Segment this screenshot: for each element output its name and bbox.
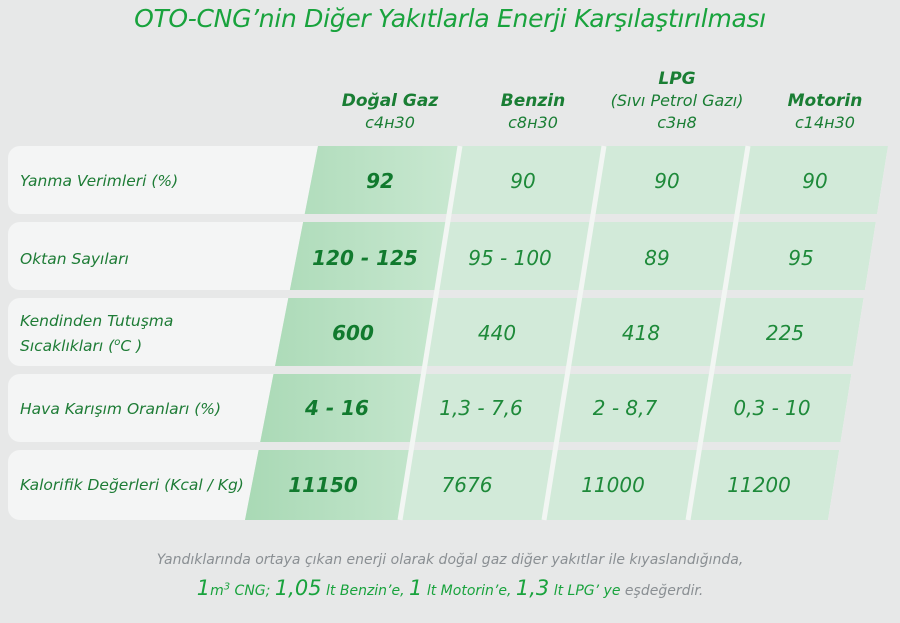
cell-yanma-benzin: 90 xyxy=(510,169,536,193)
page-title: OTO-CNG’nin Diğer Yakıtlarla Enerji Karş… xyxy=(134,4,766,33)
cell-yanma-dogal-gaz: 92 xyxy=(366,169,394,193)
column-header-motorin: Motorin c14н30 xyxy=(787,91,863,132)
cell-hava-motorin: 0,3 - 10 xyxy=(733,396,811,420)
cell-yanma-motorin: 90 xyxy=(802,169,828,193)
row-label-tutusma: Kendinden Tutuşma Sıcaklıkları (oC ) xyxy=(20,312,174,356)
column-header-lpg: LPG (Sıvı Petrol Gazı) c3н8 xyxy=(610,69,744,132)
row-label-oktan: Oktan Sayıları xyxy=(20,250,129,268)
cell-kalorifik-motorin: 11200 xyxy=(727,473,791,497)
cell-yanma-lpg: 90 xyxy=(654,169,680,193)
cell-oktan-motorin: 95 xyxy=(788,246,814,270)
cell-tutusma-motorin: 225 xyxy=(765,321,805,345)
cell-hava-dogal-gaz: 4 - 16 xyxy=(305,396,369,420)
cell-hava-benzin: 1,3 - 7,6 xyxy=(439,396,523,420)
cell-tutusma-dogal-gaz: 600 xyxy=(332,321,374,345)
cell-oktan-benzin: 95 - 100 xyxy=(468,246,552,270)
cell-kalorifik-lpg: 11000 xyxy=(581,473,645,497)
cell-kalorifik-dogal-gaz: 11150 xyxy=(288,473,358,497)
row-label-kalorifik: Kalorifik Değerleri (Kcal / Kg) xyxy=(20,476,244,494)
cell-tutusma-benzin: 440 xyxy=(477,321,517,345)
cell-hava-lpg: 2 - 8,7 xyxy=(592,396,658,420)
cell-kalorifik-benzin: 7676 xyxy=(441,473,493,497)
row-label-yanma: Yanma Verimleri (%) xyxy=(20,172,179,190)
row-label-hava: Hava Karışım Oranları (%) xyxy=(20,400,222,418)
highlight-column xyxy=(245,146,460,520)
column-dividers xyxy=(397,145,751,521)
footer-equivalence: 1m3 CNG; 1,05 lt Benzin’e, 1 lt Motorin’… xyxy=(196,576,704,600)
cell-tutusma-lpg: 418 xyxy=(621,321,661,345)
column-header-benzin: Benzin c8н30 xyxy=(500,91,566,132)
footer-note: Yandıklarında ortaya çıkan enerji olarak… xyxy=(156,552,744,568)
column-header-dogal-gaz: Doğal Gaz c4н30 xyxy=(341,91,439,132)
cell-oktan-dogal-gaz: 120 - 125 xyxy=(312,246,418,270)
cell-oktan-lpg: 89 xyxy=(644,246,670,270)
